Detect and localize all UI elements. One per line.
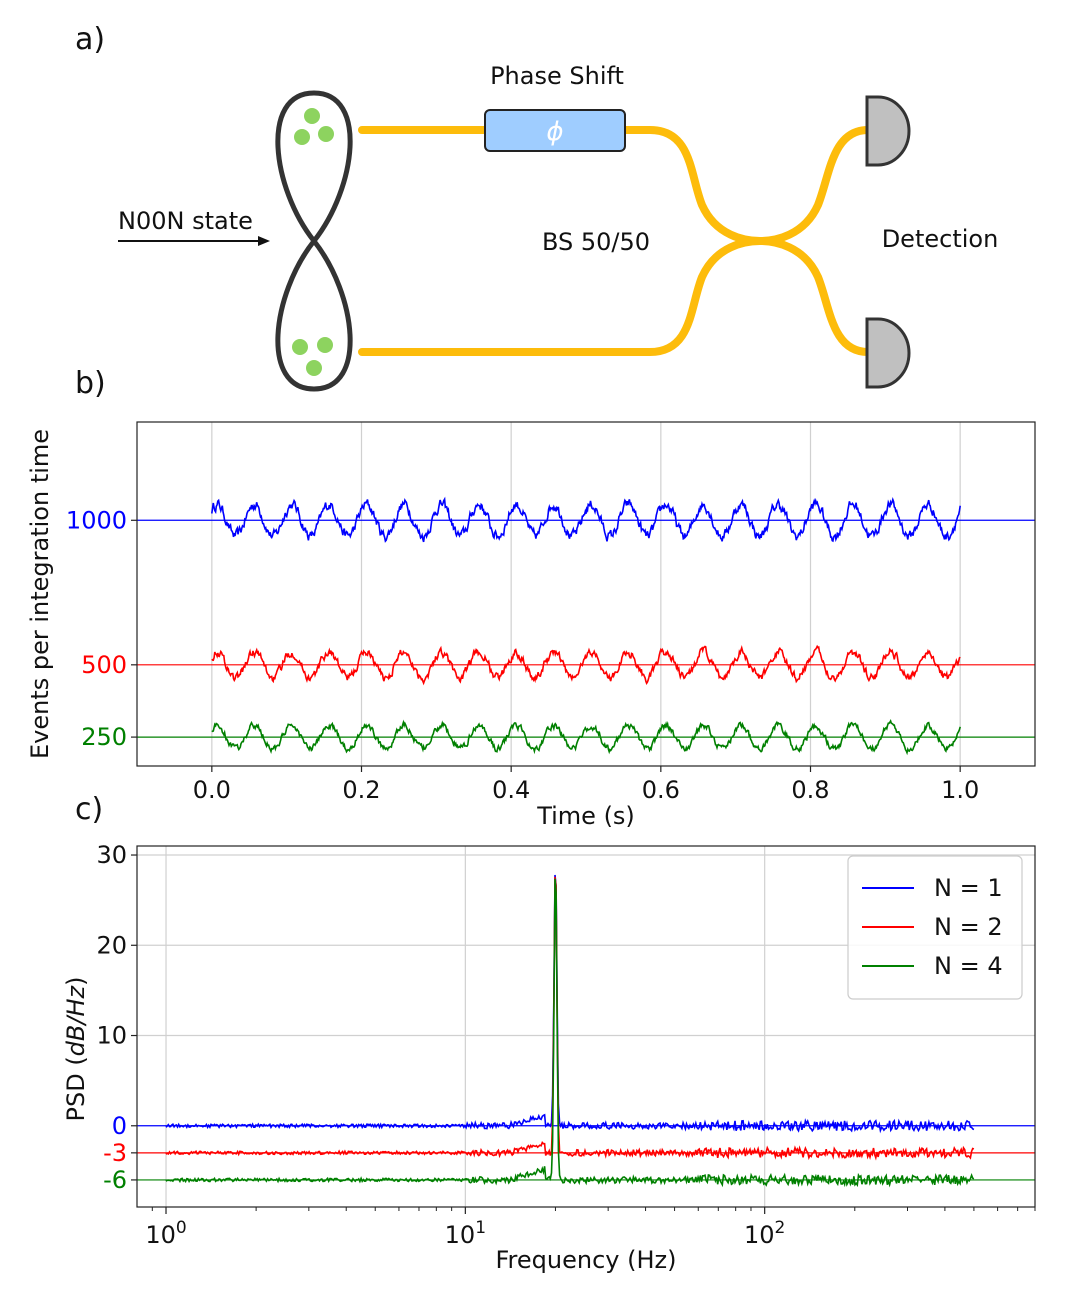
photon-dot	[306, 360, 322, 376]
phase-shift-label: Phase Shift	[490, 62, 624, 90]
plot-frame	[136, 845, 1036, 1208]
legend-label: N = 1	[934, 874, 1003, 902]
photon-dot	[304, 108, 320, 124]
series-line	[211, 496, 961, 543]
panel-label-a: a)	[75, 22, 106, 57]
panel-label-b: b)	[75, 366, 106, 401]
lower-fiber	[358, 236, 872, 356]
legend: N = 1 N = 2 N = 4	[847, 855, 1023, 1000]
y-tick-label: 500	[81, 651, 127, 679]
x-tick-label: 0.6	[642, 776, 680, 804]
y-tick-label: 250	[81, 723, 127, 751]
x-axis-label: Time (s)	[536, 802, 635, 830]
photon-dot	[318, 126, 334, 142]
input-arrow-head	[258, 236, 270, 246]
setup-diagram: N00N state ϕ Phase Shift BS 50/50 Detect…	[118, 62, 999, 392]
y-tick-label: 10	[96, 1022, 127, 1050]
x-tick-label: 1.0	[941, 776, 979, 804]
plot-frame	[136, 421, 1036, 767]
photon-dot	[294, 129, 310, 145]
time-trace-chart: 0.0 0.2 0.4 0.6 0.8 1.0 1000 500 250 Time (s) Even…	[26, 421, 1036, 830]
y-axis-label: PSD (dB/Hz)	[62, 977, 90, 1122]
x-axis-label: Frequency (Hz)	[496, 1246, 677, 1274]
series-line	[211, 644, 961, 686]
x-tick-label: 0.2	[342, 776, 380, 804]
y-tick-label: -3	[103, 1139, 127, 1167]
y-axis-label: Events per integration time	[26, 429, 54, 759]
noon-source-loop	[275, 90, 353, 392]
y-tick-label: -6	[103, 1166, 127, 1194]
detector-bottom-icon	[865, 317, 911, 389]
legend-label: N = 4	[934, 952, 1003, 980]
legend-box	[847, 855, 1023, 1000]
phase-shifter-box	[484, 109, 626, 152]
photon-dot	[292, 339, 308, 355]
x-tick-label: 102	[744, 1218, 785, 1249]
x-tick-label: 0.0	[193, 776, 231, 804]
detector-top-icon	[865, 95, 911, 167]
series-line	[165, 878, 975, 1188]
panel-label-c: c)	[75, 792, 104, 827]
y-tick-label: 20	[96, 931, 127, 959]
x-tick-label: 0.4	[492, 776, 530, 804]
series-line	[165, 874, 975, 1134]
detection-label: Detection	[882, 225, 999, 253]
x-tick-label: 100	[145, 1218, 186, 1249]
y-tick-label: 1000	[66, 506, 127, 534]
x-tick-label: 0.8	[791, 776, 829, 804]
photon-dot	[317, 337, 333, 353]
legend-label: N = 2	[934, 913, 1003, 941]
series-line	[211, 719, 961, 756]
series-line	[165, 876, 975, 1161]
x-tick-label: 101	[445, 1218, 486, 1249]
y-tick-label: 0	[112, 1112, 127, 1140]
y-tick-label: 30	[96, 841, 127, 869]
beamsplitter-label: BS 50/50	[542, 228, 650, 256]
input-label: N00N state	[118, 207, 253, 235]
phi-symbol: ϕ	[546, 117, 563, 147]
